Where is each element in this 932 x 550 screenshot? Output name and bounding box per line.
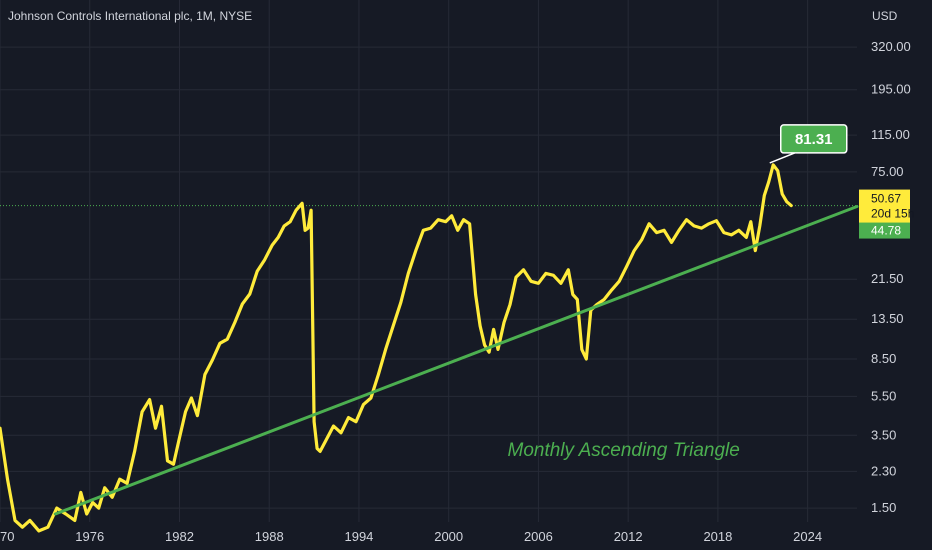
currency-label: USD (872, 9, 898, 23)
last-price-value: 50.67 (871, 192, 901, 206)
trendline-price-tag (859, 222, 910, 239)
x-tick-label: 1994 (344, 529, 373, 544)
y-tick-label: 13.50 (871, 311, 904, 326)
time-axis[interactable]: 1970 1976 1982 1988 1994 2000 2006 2012 2018 2024 (0, 529, 822, 544)
y-tick-label: 320.00 (871, 39, 911, 54)
y-tick-label: 8.50 (871, 351, 896, 366)
y-tick-label: 3.50 (871, 427, 896, 442)
x-tick-label: 2006 (524, 529, 553, 544)
x-tick-label: 1982 (165, 529, 194, 544)
x-tick-label: 2000 (434, 529, 463, 544)
pattern-annotation: Monthly Ascending Triangle (508, 440, 740, 461)
trendline[interactable] (53, 205, 859, 516)
last-price-tag (859, 189, 910, 224)
y-tick-label: 75.00 (871, 164, 904, 179)
y-tick-label: 2.30 (871, 463, 896, 478)
trendline-price-value: 44.78 (871, 224, 901, 238)
x-tick-label: 2018 (703, 529, 732, 544)
chart-title: Johnson Controls International plc, 1M, … (8, 9, 252, 23)
x-tick-label: 2024 (793, 529, 822, 544)
peak-callout[interactable]: 81.31 (769, 124, 848, 164)
price-series-line[interactable] (0, 163, 793, 533)
series-layer (0, 163, 859, 533)
x-tick-label: 1970 (0, 529, 14, 544)
y-tick-label: 195.00 (871, 82, 911, 97)
peak-label-box (780, 124, 848, 154)
y-tick-label: 5.50 (871, 388, 896, 403)
peak-label: 81.31 (795, 131, 833, 148)
x-tick-label: 1976 (75, 529, 104, 544)
x-tick-label: 1988 (255, 529, 284, 544)
y-tick-label: 115.00 (871, 127, 910, 142)
y-tick-label: 1.50 (871, 500, 896, 515)
peak-leader-line (769, 152, 796, 164)
x-tick-label: 2012 (614, 529, 643, 544)
bar-countdown: 20d 15h (871, 207, 914, 221)
y-tick-label: 21.50 (871, 271, 904, 286)
price-axis[interactable]: 320.00 195.00 115.00 75.00 21.50 13.50 8.50 5.5… (871, 39, 911, 515)
